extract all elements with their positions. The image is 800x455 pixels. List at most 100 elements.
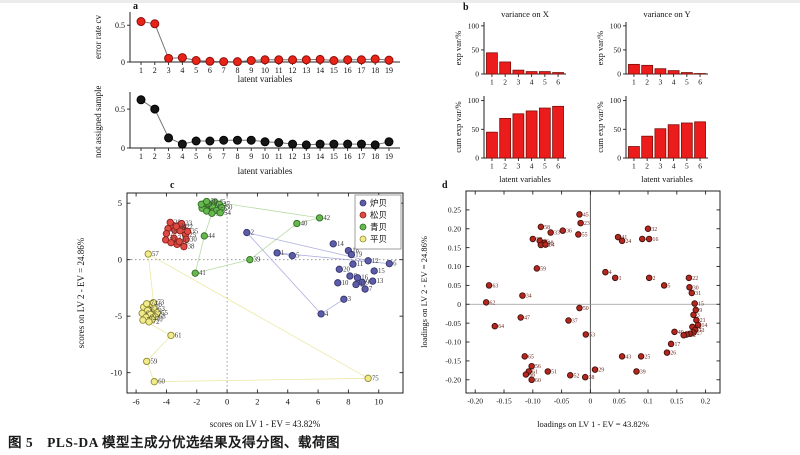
svg-text:0.05: 0.05 [448, 281, 461, 290]
svg-text:2: 2 [653, 276, 656, 282]
svg-text:-0.20: -0.20 [445, 375, 461, 384]
svg-text:9: 9 [249, 152, 253, 161]
svg-text:0.25: 0.25 [448, 206, 461, 215]
svg-text:cum exp var/%: cum exp var/% [453, 101, 463, 152]
svg-text:8: 8 [235, 66, 239, 75]
panel-label-b: b [463, 2, 469, 13]
svg-text:60: 60 [535, 378, 541, 384]
svg-text:39: 39 [254, 257, 261, 264]
svg-text:17: 17 [357, 152, 365, 161]
svg-text:52: 52 [220, 208, 227, 215]
svg-text:9: 9 [366, 279, 370, 286]
panel-label-d: d [442, 180, 448, 191]
svg-text:59: 59 [151, 358, 158, 365]
svg-text:27: 27 [697, 331, 703, 337]
svg-text:33: 33 [185, 221, 192, 228]
svg-text:50: 50 [472, 46, 480, 55]
svg-text:48: 48 [548, 241, 554, 247]
svg-text:0: 0 [589, 397, 593, 406]
svg-text:61: 61 [532, 369, 538, 375]
svg-text:16: 16 [344, 66, 352, 75]
svg-text:4: 4 [672, 78, 676, 87]
svg-text:6: 6 [698, 162, 702, 171]
svg-text:3: 3 [517, 162, 521, 171]
svg-text:56: 56 [210, 198, 217, 205]
svg-text:40: 40 [678, 330, 684, 336]
svg-text:0: 0 [457, 300, 461, 309]
svg-text:24: 24 [625, 239, 631, 245]
svg-text:0.5: 0.5 [115, 21, 125, 30]
svg-text:0: 0 [475, 154, 479, 163]
svg-text:0.5: 0.5 [115, 105, 125, 114]
svg-text:latent variables: latent variables [238, 166, 293, 176]
svg-text:34: 34 [526, 294, 532, 300]
svg-text:5: 5 [685, 162, 689, 171]
svg-text:2: 2 [251, 230, 255, 237]
svg-text:21: 21 [700, 318, 706, 324]
svg-text:4: 4 [286, 397, 291, 407]
svg-text:50: 50 [583, 306, 589, 312]
svg-text:68: 68 [159, 314, 166, 321]
svg-text:19: 19 [385, 66, 393, 75]
svg-text:latent variables: latent variables [238, 74, 293, 84]
svg-text:0: 0 [617, 154, 621, 163]
svg-text:1: 1 [632, 162, 636, 171]
svg-text:39: 39 [640, 369, 646, 375]
svg-text:13: 13 [302, 66, 310, 75]
svg-text:4: 4 [672, 162, 676, 171]
svg-text:12: 12 [372, 258, 379, 265]
svg-text:6: 6 [393, 261, 397, 268]
svg-text:not assigned samples: not assigned samples [93, 86, 103, 158]
svg-text:4: 4 [325, 311, 329, 318]
cum-exp-var-y-chart: 1 2 3 4 5 6 0 50 100 latent variables cum exp var/… [592, 90, 714, 186]
svg-text:6: 6 [556, 162, 560, 171]
svg-text:3: 3 [348, 296, 352, 303]
svg-text:7: 7 [693, 332, 696, 338]
svg-text:0.15: 0.15 [448, 243, 461, 252]
svg-text:14: 14 [316, 66, 324, 75]
svg-text:17: 17 [360, 282, 367, 289]
svg-text:2: 2 [153, 66, 157, 75]
svg-text:52: 52 [574, 373, 580, 379]
cum-exp-var-x-chart: 1 2 3 4 5 6 0 50 100 latent variables cum exp var/… [450, 90, 572, 186]
svg-text:60: 60 [158, 379, 165, 386]
svg-text:12: 12 [690, 332, 696, 338]
svg-text:30: 30 [693, 285, 699, 291]
svg-text:13: 13 [376, 278, 383, 285]
svg-text:5: 5 [296, 253, 300, 260]
svg-text:loadings on LV 1 - EV = 43.82%: loadings on LV 1 - EV = 43.82% [537, 419, 649, 429]
svg-text:33: 33 [554, 231, 560, 237]
svg-text:23: 23 [584, 221, 590, 227]
svg-text:14: 14 [316, 152, 324, 161]
svg-text:50: 50 [226, 205, 233, 212]
svg-text:59: 59 [540, 266, 546, 272]
svg-text:8: 8 [346, 397, 350, 407]
svg-text:-0.20: -0.20 [467, 397, 483, 406]
svg-text:50: 50 [472, 125, 480, 134]
svg-text:41: 41 [199, 270, 206, 277]
svg-text:3: 3 [167, 66, 171, 75]
svg-text:2: 2 [503, 162, 507, 171]
svg-text:40: 40 [301, 221, 308, 228]
svg-text:58: 58 [544, 225, 550, 231]
svg-text:0: 0 [118, 255, 122, 265]
svg-text:9: 9 [699, 308, 702, 314]
svg-text:6: 6 [208, 152, 212, 161]
svg-text:0: 0 [617, 70, 621, 79]
svg-text:15: 15 [698, 302, 704, 308]
svg-text:58: 58 [155, 301, 162, 308]
svg-text:6: 6 [698, 78, 702, 87]
svg-text:73: 73 [157, 300, 164, 307]
svg-text:70: 70 [156, 317, 163, 324]
svg-text:14: 14 [702, 323, 708, 329]
svg-text:62: 62 [490, 300, 496, 306]
svg-text:17: 17 [674, 342, 680, 348]
svg-text:5: 5 [543, 162, 547, 171]
svg-text:11: 11 [275, 152, 283, 161]
svg-text:10: 10 [261, 66, 269, 75]
svg-text:exp var/%: exp var/% [453, 31, 463, 66]
svg-text:25: 25 [189, 232, 196, 239]
not-assigned-samples-chart: 1 2 3 4 5 6 7 8 9 10 11 12 13 14 15 16 17 18 19 0 0.5 latent … [90, 82, 410, 178]
svg-text:25: 25 [644, 354, 650, 360]
svg-text:4: 4 [180, 152, 184, 161]
